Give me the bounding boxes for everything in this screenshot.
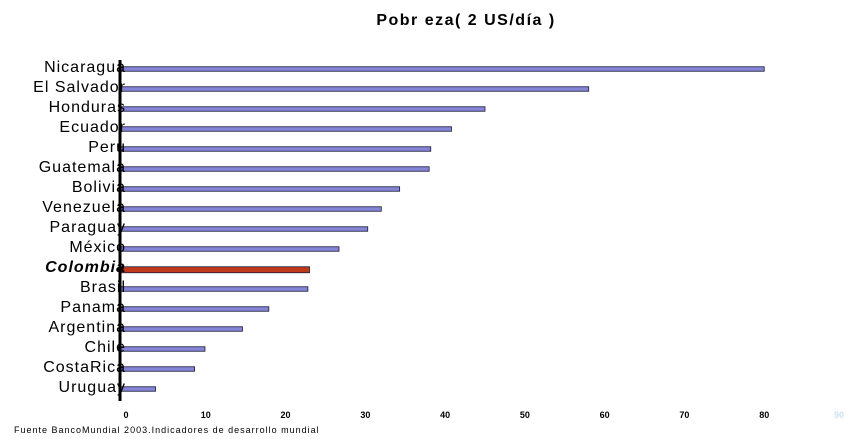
category-label-peru: Peru: [88, 139, 126, 156]
category-label-bolivia: Bolivia: [72, 179, 126, 196]
bar-nicaragua: [119, 66, 765, 72]
category-label-mexico: México: [69, 239, 126, 256]
category-label-argentina: Argentina: [49, 319, 127, 336]
bar-brasil: [119, 286, 309, 292]
category-label-honduras: Honduras: [49, 99, 126, 116]
category-label-brasil: Brasil: [80, 279, 126, 296]
x-tick-80: 80: [759, 410, 769, 420]
bar-venezuela: [119, 206, 382, 212]
bar-chile: [119, 346, 206, 352]
category-label-panama: Panama: [60, 299, 126, 316]
bar-el-salvador: [119, 86, 590, 92]
bar-honduras: [119, 106, 486, 112]
bar-argentina: [119, 326, 243, 332]
category-label-nicaragua: Nicaragua: [44, 59, 126, 76]
category-label-paraguay: Paraguay: [50, 219, 127, 236]
bar-mexico: [119, 246, 340, 252]
category-label-chile: Chile: [85, 339, 126, 356]
bar-ecuador: [119, 126, 452, 132]
x-tick-50: 50: [520, 410, 530, 420]
x-tick-labels: 0 10 20 30 40 50 60 70 80 90: [123, 410, 844, 420]
bar-paraguay: [119, 226, 369, 232]
category-label-el-salvador: El Salvador: [33, 79, 126, 96]
category-label-ecuador: Ecuador: [59, 119, 126, 136]
bar-bolivia: [119, 186, 401, 192]
x-tick-10: 10: [201, 410, 211, 420]
x-tick-70: 70: [679, 410, 689, 420]
x-tick-40: 40: [440, 410, 450, 420]
bar-costarica: [119, 366, 196, 372]
x-tick-90: 90: [834, 410, 844, 420]
x-tick-60: 60: [600, 410, 610, 420]
category-label-costarica: CostaRica: [43, 359, 126, 376]
bar-peru: [119, 146, 432, 152]
category-label-venezuela: Venezuela: [42, 199, 126, 216]
category-label-guatemala: Guatemala: [39, 159, 126, 176]
bar-colombia: [119, 266, 310, 274]
source-note: Fuente BancoMundial 2003.Indicadores de …: [14, 425, 320, 435]
x-tick-30: 30: [360, 410, 370, 420]
category-labels: Nicaragua El Salvador Honduras Ecuador Peru G…: [33, 59, 127, 396]
bar-group: [119, 66, 765, 392]
x-tick-20: 20: [281, 410, 291, 420]
category-label-uruguay: Uruguay: [59, 379, 126, 396]
bar-panama: [119, 306, 270, 312]
category-label-colombia: Colombia: [45, 259, 126, 276]
bar-guatemala: [119, 166, 430, 172]
x-tick-0: 0: [123, 410, 128, 420]
chart-title: Pobr eza( 2 US/día ): [376, 12, 555, 29]
